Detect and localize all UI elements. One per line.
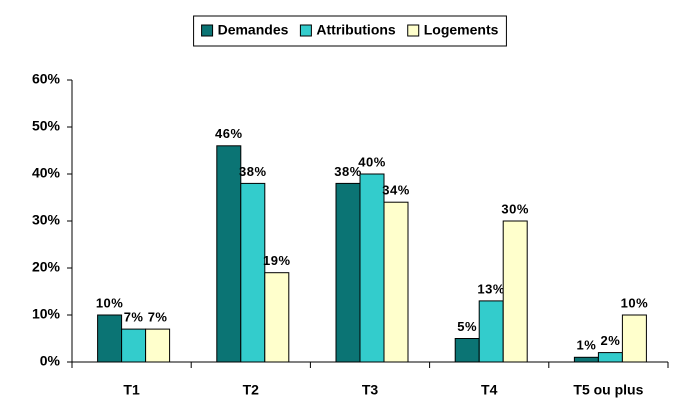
data-label: 7% — [124, 310, 144, 325]
legend-swatch — [299, 24, 312, 37]
bar — [145, 328, 171, 363]
bar — [121, 328, 147, 363]
x-tick-label: T5 ou plus — [573, 382, 643, 398]
x-tick-label: T2 — [243, 382, 260, 398]
y-tick-label: 40% — [32, 165, 61, 181]
data-label: 10% — [96, 295, 124, 310]
data-label: 13% — [477, 281, 505, 296]
data-label: 7% — [148, 310, 168, 325]
data-label: 34% — [382, 183, 410, 198]
bar — [454, 338, 480, 363]
legend-label: Demandes — [218, 22, 289, 38]
bar — [621, 314, 647, 363]
data-label: 1% — [577, 338, 597, 353]
bar — [502, 220, 528, 363]
bar — [97, 314, 123, 363]
data-label: 38% — [239, 164, 267, 179]
data-label: 19% — [263, 253, 291, 268]
legend-swatch — [201, 24, 214, 37]
bar — [597, 352, 623, 363]
data-label: 40% — [358, 154, 386, 169]
bar — [359, 173, 385, 363]
x-tick-label: T4 — [481, 382, 498, 398]
data-label: 10% — [621, 295, 649, 310]
legend-swatch — [407, 24, 420, 37]
x-tick-label: T1 — [123, 382, 140, 398]
y-tick-label: 0% — [40, 353, 61, 369]
bar — [478, 300, 504, 363]
y-tick-label: 30% — [32, 212, 61, 228]
data-label: 38% — [334, 164, 362, 179]
bar — [383, 201, 409, 363]
bar — [264, 272, 290, 363]
legend-label: Attributions — [316, 22, 396, 38]
data-label: 5% — [457, 319, 477, 334]
y-tick-label: 10% — [32, 306, 61, 322]
y-tick-label: 20% — [32, 259, 61, 275]
y-tick-label: 50% — [32, 118, 61, 134]
y-tick-label: 60% — [32, 71, 61, 87]
bar — [573, 356, 599, 363]
data-label: 46% — [215, 126, 243, 141]
bar — [216, 145, 242, 363]
bar — [335, 182, 361, 363]
x-tick-label: T3 — [362, 382, 379, 398]
data-label: 2% — [601, 333, 621, 348]
data-label: 30% — [501, 201, 529, 216]
legend-label: Logements — [424, 22, 499, 38]
legend-box — [193, 15, 507, 47]
bar — [240, 182, 266, 363]
